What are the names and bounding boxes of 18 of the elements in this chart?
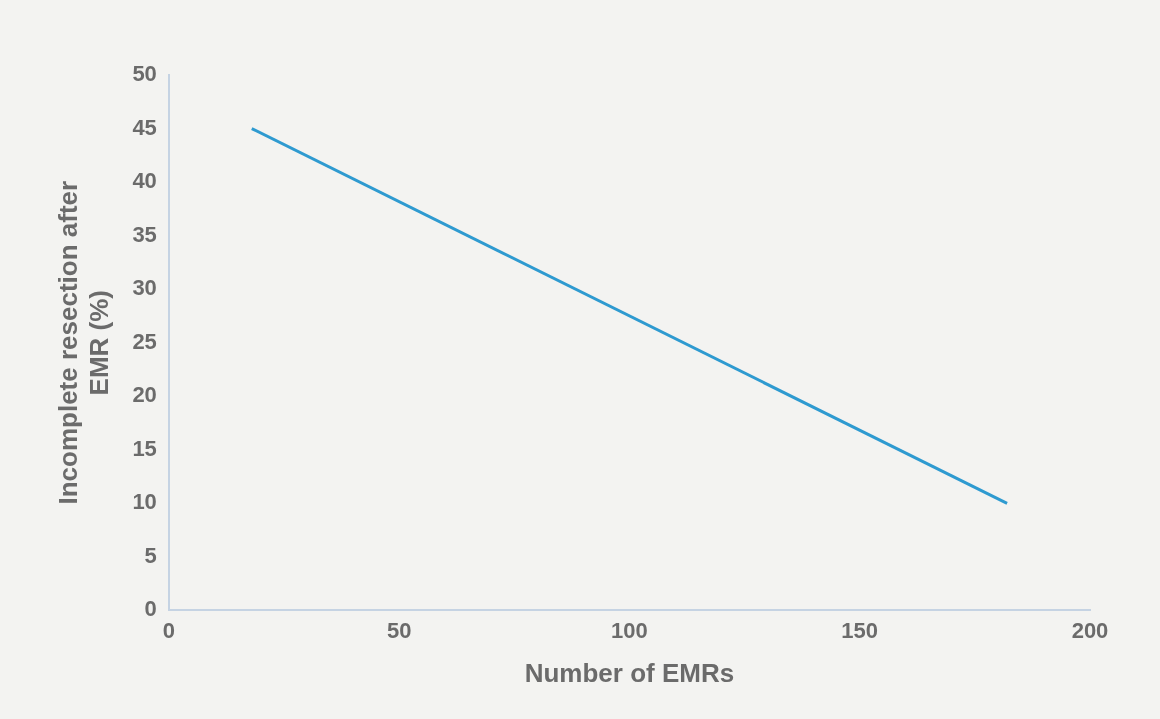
x-tick-label: 100 bbox=[611, 617, 648, 643]
y-tick-label: 35 bbox=[132, 221, 157, 247]
y-tick-label: 30 bbox=[132, 275, 157, 301]
x-tick-label: 50 bbox=[386, 617, 412, 643]
y-tick-label: 5 bbox=[144, 542, 157, 568]
y-tick-label: 25 bbox=[132, 328, 157, 354]
x-axis-title: Number of EMRs bbox=[524, 657, 735, 688]
y-tick-label: 40 bbox=[132, 168, 157, 194]
y-tick-label: 10 bbox=[132, 489, 157, 515]
x-tick-label: 0 bbox=[162, 617, 175, 643]
x-tick-label: 200 bbox=[1071, 617, 1109, 643]
y-tick-label: 45 bbox=[132, 114, 157, 140]
y-tick-label: 0 bbox=[144, 596, 157, 622]
x-tick-label: 150 bbox=[841, 617, 879, 643]
y-tick-label: 20 bbox=[132, 382, 157, 408]
y-axis-title: Incomplete resection after EMR (%) bbox=[52, 180, 114, 505]
y-tick-label: 50 bbox=[132, 61, 157, 87]
y-tick-label: 15 bbox=[132, 435, 157, 461]
